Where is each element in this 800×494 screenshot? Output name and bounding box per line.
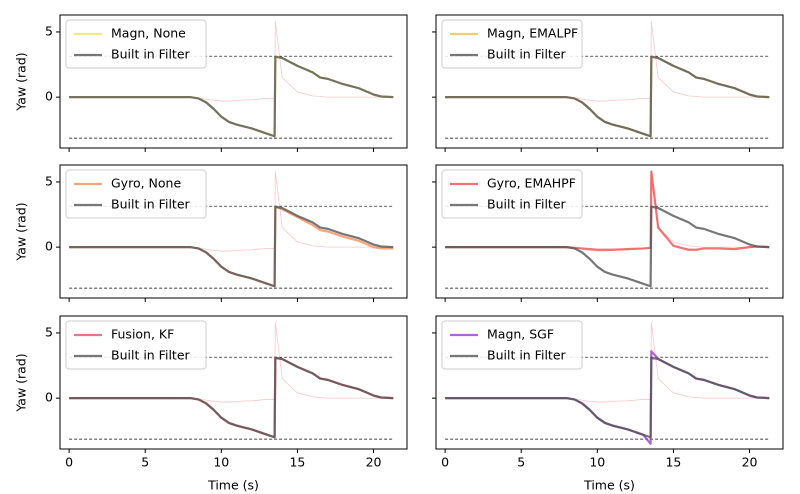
axes-frame <box>59 14 408 149</box>
x-axis-label: Time (s) <box>207 478 259 493</box>
data-line <box>69 356 394 439</box>
y-axis-label: Yaw (rad) <box>14 52 29 111</box>
axes-frame <box>59 315 408 450</box>
legend-label: Magn, SGF <box>487 327 554 342</box>
data-line <box>445 356 770 439</box>
x-tick-label: 5 <box>141 455 149 470</box>
y-tick-label: 5 <box>45 173 53 188</box>
plot-area <box>445 322 770 445</box>
x-axis-label: Time (s) <box>583 478 635 493</box>
y-axis-label: Yaw (rad) <box>14 202 29 261</box>
x-tick-label: 5 <box>517 455 525 470</box>
x-tick-label: 15 <box>665 455 681 470</box>
y-tick-label: 5 <box>45 324 53 339</box>
axes-frame <box>435 315 784 450</box>
legend-label: Magn, EMALPF <box>487 26 578 41</box>
legend-label: Built in Filter <box>487 348 567 363</box>
legend-label: Gyro, None <box>111 176 181 191</box>
y-tick-label: 0 <box>45 239 53 254</box>
legend-label: Gyro, EMAHPF <box>487 176 576 191</box>
axes-frame <box>435 164 784 299</box>
y-tick-label: 0 <box>45 89 53 104</box>
x-tick-label: 0 <box>441 455 449 470</box>
plot-area <box>69 171 394 289</box>
legend-label: Built in Filter <box>487 197 567 212</box>
x-tick-label: 20 <box>366 455 382 470</box>
legend-label: Magn, None <box>111 26 186 41</box>
y-axis-label: Yaw (rad) <box>14 353 29 412</box>
y-tick-label: 0 <box>45 390 53 405</box>
legend-label: Built in Filter <box>487 47 567 62</box>
legend-label: Built in Filter <box>111 197 191 212</box>
plot-area <box>69 21 394 139</box>
plot-area <box>445 170 770 289</box>
legend-label: Built in Filter <box>111 47 191 62</box>
data-line <box>69 205 394 288</box>
x-tick-label: 20 <box>742 455 758 470</box>
plot-area <box>69 322 394 440</box>
data-line <box>445 205 770 288</box>
axes-frame <box>435 14 784 149</box>
x-tick-label: 10 <box>213 455 229 470</box>
data-line <box>69 55 394 138</box>
data-line <box>445 55 770 138</box>
plot-area <box>445 21 770 139</box>
legend-label: Built in Filter <box>111 348 191 363</box>
y-tick-label: 5 <box>45 23 53 38</box>
legend-label: Fusion, KF <box>111 327 174 342</box>
x-tick-label: 10 <box>589 455 605 470</box>
x-tick-label: 15 <box>289 455 305 470</box>
x-tick-label: 0 <box>65 455 73 470</box>
axes-frame <box>59 164 408 299</box>
